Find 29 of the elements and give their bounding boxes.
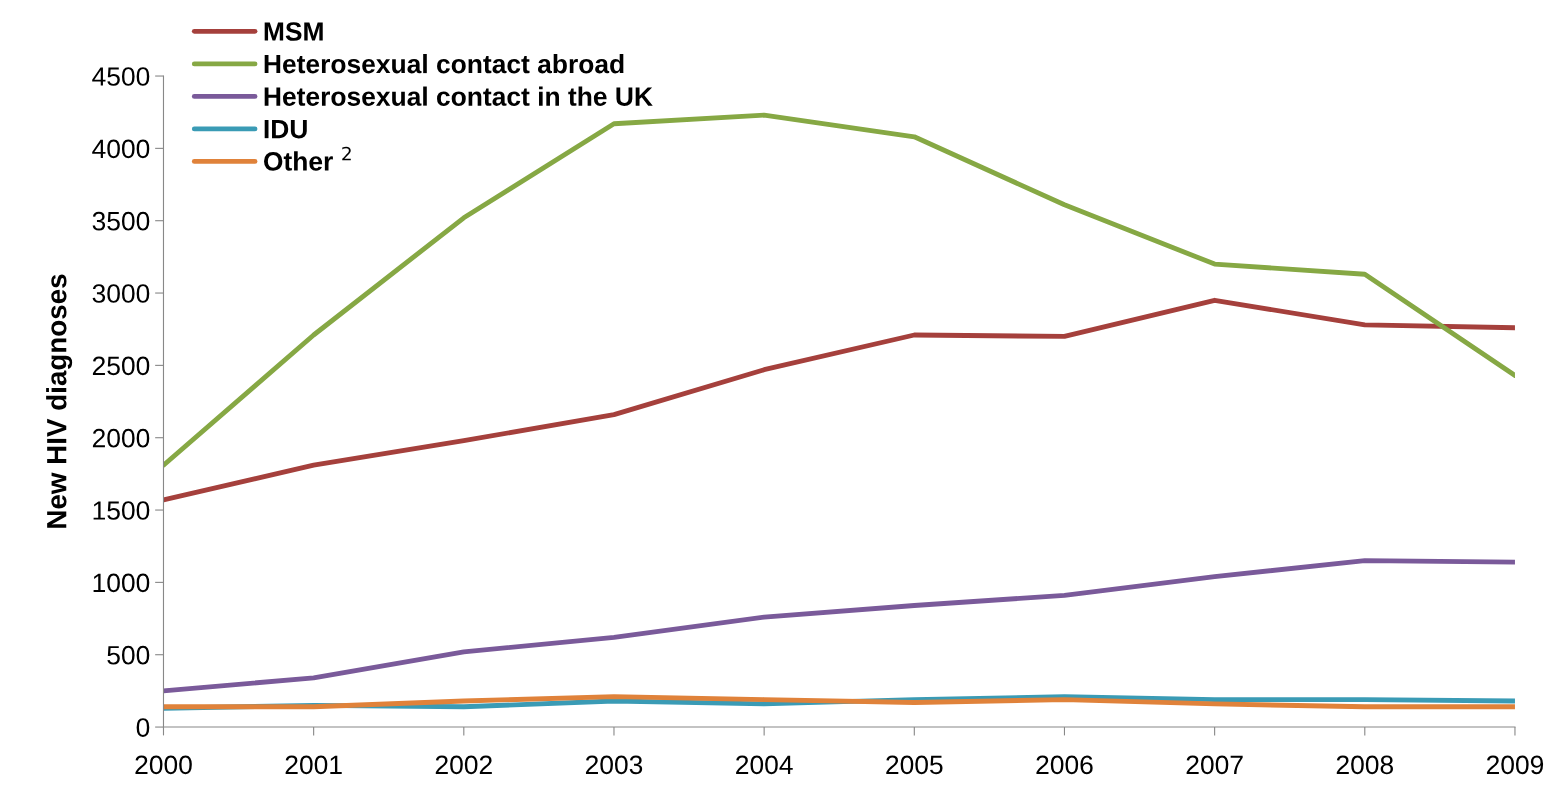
x-tick-label: 2005: [886, 755, 943, 775]
line-series: [163, 297, 1515, 503]
y-tick-label: 4500: [92, 67, 150, 86]
x-tick-label: 2001: [285, 755, 342, 775]
y-tick-label: 0: [136, 718, 150, 737]
x-tick-label: 2000: [135, 755, 192, 775]
line-series: [163, 558, 1515, 694]
legend-label: IDU: [264, 120, 307, 139]
x-tick-label: 2002: [435, 755, 492, 775]
x-tick-label: 2003: [585, 755, 643, 775]
y-tick-label: 2500: [92, 356, 150, 376]
y-tick-label: 500: [107, 645, 150, 665]
legend-label: Heterosexual contact abroad: [264, 54, 624, 74]
x-tick-label: 2008: [1336, 755, 1393, 775]
x-tick-label: 2009: [1486, 755, 1544, 775]
legend-label: Other $^{2}$: [264, 146, 351, 171]
legend-label: Heterosexual contact in the UK: [264, 86, 653, 106]
y-tick-label: 3500: [92, 211, 150, 231]
x-tick-label: 2007: [1186, 755, 1243, 775]
line-series: [163, 112, 1515, 468]
y-axis-title: New HIV diagnoses: [46, 274, 73, 528]
legend-label: MSM: [264, 22, 323, 41]
y-tick-label: 2000: [92, 428, 150, 448]
x-tick-label: 2006: [1036, 755, 1093, 775]
y-tick-label: 1000: [93, 573, 150, 593]
x-tick-label: 2004: [736, 755, 793, 775]
y-tick-label: 4000: [92, 139, 150, 159]
y-tick-label: 1500: [93, 501, 150, 520]
y-tick-label: 3000: [92, 284, 150, 303]
